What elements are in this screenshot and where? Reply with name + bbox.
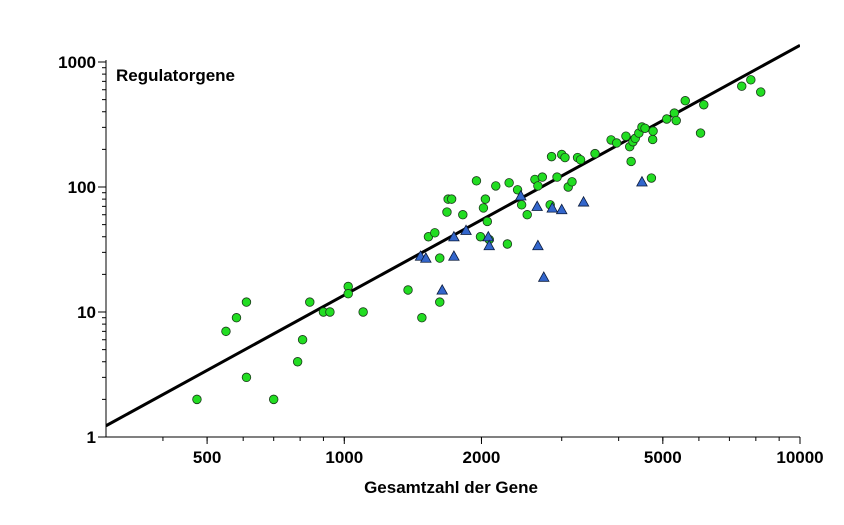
data-point-circle bbox=[552, 172, 562, 182]
data-point-circle bbox=[575, 155, 586, 165]
data-point-circle bbox=[680, 96, 690, 106]
data-point-circle bbox=[737, 81, 747, 91]
y-tick-label: 1000 bbox=[58, 53, 96, 72]
data-point-circle bbox=[590, 148, 600, 159]
data-point-circle bbox=[430, 228, 440, 238]
data-point-circle bbox=[640, 123, 650, 133]
data-point-triangle bbox=[546, 201, 559, 213]
data-point-circle bbox=[446, 194, 457, 204]
data-point-circle bbox=[648, 126, 658, 136]
data-point-circle bbox=[626, 156, 636, 167]
data-point-circle bbox=[231, 313, 242, 323]
data-point-circle bbox=[516, 200, 527, 210]
data-point-circle bbox=[442, 207, 452, 217]
x-tick-label: 500 bbox=[193, 448, 221, 467]
data-point-triangle bbox=[436, 283, 449, 295]
data-point-circle bbox=[522, 210, 532, 220]
data-point-circle bbox=[268, 394, 279, 405]
data-point-circle bbox=[567, 177, 577, 187]
data-point-circle bbox=[646, 173, 657, 183]
data-point-triangle bbox=[531, 200, 544, 211]
plot-area: 500 1000 2000 5000 10000 1 10 100 1000 bbox=[58, 43, 824, 467]
data-point-circle bbox=[435, 297, 445, 307]
y-tick-label: 10 bbox=[77, 303, 96, 322]
x-tick-label: 1000 bbox=[325, 448, 363, 467]
data-point-circle bbox=[482, 216, 493, 227]
data-point-circle bbox=[560, 152, 570, 163]
data-point-circle bbox=[221, 326, 231, 337]
data-point-circle bbox=[695, 128, 706, 138]
data-point-circle bbox=[611, 138, 622, 148]
data-point-circle bbox=[746, 75, 756, 85]
data-point-circle bbox=[621, 131, 631, 141]
data-point-circle bbox=[297, 335, 308, 345]
data-point-circle bbox=[241, 372, 252, 383]
data-point-circle bbox=[756, 87, 766, 97]
data-point-triangle bbox=[419, 252, 432, 263]
data-point-circle bbox=[471, 176, 482, 186]
y-tick-label: 100 bbox=[68, 178, 96, 197]
data-point-circle bbox=[325, 307, 335, 317]
data-point-triangle bbox=[482, 230, 495, 242]
data-point-triangle bbox=[636, 175, 648, 187]
data-point-circle bbox=[699, 100, 709, 110]
data-point-triangle bbox=[577, 195, 590, 207]
data-point-circle bbox=[358, 307, 368, 317]
data-point-circle bbox=[662, 114, 672, 124]
data-point-triangle bbox=[514, 189, 527, 201]
data-point-triangle bbox=[448, 250, 460, 261]
x-tick-label: 10000 bbox=[776, 448, 823, 467]
data-point-circle bbox=[241, 297, 252, 307]
data-point-circle bbox=[478, 203, 489, 213]
data-point-circle bbox=[343, 289, 353, 299]
chart-title: Regulatorgene bbox=[116, 66, 235, 85]
data-point-circle bbox=[417, 313, 427, 323]
data-point-circle bbox=[504, 178, 514, 188]
data-point-triangle bbox=[460, 224, 472, 235]
data-point-circle bbox=[533, 181, 543, 191]
data-point-triangle bbox=[537, 271, 550, 282]
y-tick-label: 1 bbox=[87, 428, 96, 447]
x-tick-label: 2000 bbox=[463, 448, 501, 467]
data-point-circle bbox=[292, 357, 303, 367]
data-point-triangle bbox=[448, 230, 460, 242]
data-point-circle bbox=[305, 297, 315, 307]
x-tick-label: 5000 bbox=[644, 448, 682, 467]
x-axis-title: Gesamtzahl der Gene bbox=[364, 478, 538, 497]
data-point-circle bbox=[458, 210, 468, 220]
data-point-circle bbox=[671, 115, 681, 126]
data-point-triangle bbox=[483, 239, 496, 251]
data-point-circle bbox=[480, 194, 491, 204]
data-point-triangle bbox=[532, 239, 544, 251]
data-point-circle bbox=[475, 232, 486, 242]
data-point-circle bbox=[502, 239, 513, 249]
data-point-circle bbox=[491, 181, 501, 191]
data-point-circle bbox=[546, 151, 557, 162]
data-point-triangle bbox=[555, 203, 568, 215]
data-point-circle bbox=[403, 285, 413, 295]
data-point-circle bbox=[192, 394, 202, 405]
data-point-circle bbox=[435, 253, 445, 263]
data-point-circle bbox=[647, 134, 658, 145]
data-point-circle bbox=[537, 172, 548, 182]
